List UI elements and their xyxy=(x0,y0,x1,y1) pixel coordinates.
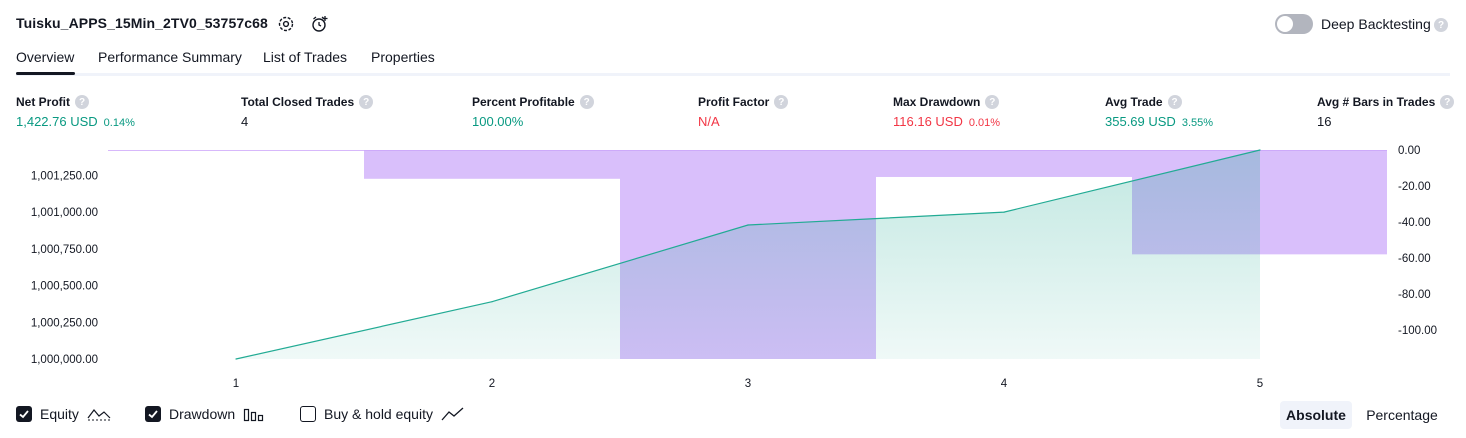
profit-factor-value: N/A xyxy=(698,114,720,129)
drawdown-legend-label: Drawdown xyxy=(169,406,236,422)
avg-trade-value: 355.69 USD xyxy=(1105,114,1176,129)
equity-drawdown-chart[interactable]: 1,000,000.00 1,000,250.00 1,000,500.00 1,00… xyxy=(0,140,1466,396)
equity-checkbox[interactable] xyxy=(16,406,32,422)
percent-profitable-info-icon[interactable]: ? xyxy=(579,95,594,109)
metric-percent-profitable: Percent Profitable? 100.00% xyxy=(472,94,594,129)
deep-backtesting-help-icon[interactable]: ? xyxy=(1434,18,1448,32)
absolute-button[interactable]: Absolute xyxy=(1280,401,1352,429)
equity-axis-tick: 1,000,500.00 xyxy=(31,281,98,293)
drawdown-axis-tick: -80.00 xyxy=(1398,289,1431,301)
avg-trade-percent: 3.55% xyxy=(1181,117,1214,129)
total-closed-trades-info-icon[interactable]: ? xyxy=(359,95,374,109)
tab-overview[interactable]: Overview xyxy=(16,49,75,65)
total-closed-trades-label: Total Closed Trades xyxy=(241,95,355,109)
drawdown-checkbox[interactable] xyxy=(145,406,161,422)
profit-factor-info-icon[interactable]: ? xyxy=(774,95,789,109)
equity-point-4 xyxy=(1003,211,1005,213)
equity-axis-tick: 1,000,250.00 xyxy=(31,317,98,329)
equity-axis-tick: 1,001,250.00 xyxy=(31,170,98,182)
equity-point-2 xyxy=(491,301,493,303)
avg-bars-info-icon[interactable]: ? xyxy=(1440,95,1455,109)
legend-drawdown[interactable]: Drawdown xyxy=(145,404,265,424)
deep-backtesting-toggle[interactable] xyxy=(1275,14,1313,34)
drawdown-axis-tick: -60.00 xyxy=(1398,253,1431,265)
metric-avg-trade: Avg Trade? 355.69 USD 3.55% xyxy=(1105,94,1213,129)
drawdown-axis-tick: -100.00 xyxy=(1398,325,1437,337)
metric-max-drawdown: Max Drawdown? 116.16 USD 0.01% xyxy=(893,94,1000,129)
max-drawdown-label: Max Drawdown xyxy=(893,95,981,109)
tab-list-of-trades[interactable]: List of Trades xyxy=(263,49,348,65)
net-profit-percent: 0.14% xyxy=(103,117,135,129)
total-closed-trades-value: 4 xyxy=(241,114,249,129)
avg-bars-value: 16 xyxy=(1317,114,1332,129)
equity-point-3 xyxy=(747,224,749,226)
drawdown-axis-tick: 0.00 xyxy=(1398,145,1420,157)
equity-axis-tick: 1,000,000.00 xyxy=(31,354,98,366)
x-axis-tick: 5 xyxy=(1257,378,1263,390)
avg-trade-label: Avg Trade xyxy=(1105,95,1163,109)
buy-hold-legend-label: Buy & hold equity xyxy=(324,406,433,422)
deep-backtesting-label: Deep Backtesting xyxy=(1321,16,1431,32)
equity-point-5 xyxy=(1259,149,1261,151)
drawdown-axis-tick: -40.00 xyxy=(1398,217,1431,229)
avg-trade-info-icon[interactable]: ? xyxy=(1167,95,1182,109)
x-axis-tick: 2 xyxy=(489,378,495,390)
legend-buy-hold[interactable]: Buy & hold equity xyxy=(300,404,465,424)
x-axis-tick: 4 xyxy=(1001,378,1008,390)
net-profit-label: Net Profit xyxy=(16,95,70,109)
equity-line-icon xyxy=(87,409,111,421)
x-axis-tick: 1 xyxy=(233,378,239,390)
tab-performance-summary[interactable]: Performance Summary xyxy=(98,49,242,65)
drawdown-axis-tick: -20.00 xyxy=(1398,181,1431,193)
drawdown-bar-4[interactable] xyxy=(876,150,1132,177)
net-profit-info-icon[interactable]: ? xyxy=(75,95,89,109)
buy-hold-checkbox[interactable] xyxy=(300,406,316,422)
add-alert-clock-icon[interactable] xyxy=(309,13,331,35)
percent-profitable-label: Percent Profitable xyxy=(472,95,575,109)
settings-gear-icon[interactable] xyxy=(275,13,297,35)
metric-avg-bars-in-trades: Avg # Bars in Trades? 16 xyxy=(1317,94,1455,129)
toggle-knob xyxy=(1277,16,1293,32)
metric-net-profit: Net Profit? 1,422.76 USD 0.14% xyxy=(16,94,135,129)
max-drawdown-info-icon[interactable]: ? xyxy=(985,95,1000,109)
percent-profitable-value: 100.00% xyxy=(472,114,524,129)
drawdown-bar-2[interactable] xyxy=(364,150,620,179)
legend-equity[interactable]: Equity xyxy=(16,404,111,424)
equity-area xyxy=(236,150,1260,359)
avg-bars-label: Avg # Bars in Trades xyxy=(1317,95,1436,109)
strategy-title: Tuisku_APPS_15Min_2TV0_53757c68 xyxy=(16,15,268,31)
equity-legend-label: Equity xyxy=(40,406,79,422)
drawdown-bars-icon xyxy=(244,408,264,422)
equity-point-1 xyxy=(235,358,237,360)
equity-axis-tick: 1,000,750.00 xyxy=(31,244,98,256)
net-profit-value: 1,422.76 USD xyxy=(16,114,98,129)
active-tab-indicator xyxy=(16,72,75,75)
tab-properties[interactable]: Properties xyxy=(371,49,435,65)
percentage-button[interactable]: Percentage xyxy=(1366,407,1438,423)
profit-factor-label: Profit Factor xyxy=(698,95,770,109)
buy-hold-line-icon xyxy=(441,407,464,421)
max-drawdown-value: 116.16 USD xyxy=(893,114,963,129)
max-drawdown-percent: 0.01% xyxy=(968,117,1001,129)
tabs-divider xyxy=(16,73,1450,76)
metric-total-closed-trades: Total Closed Trades? 4 xyxy=(241,94,374,129)
metric-profit-factor: Profit Factor? N/A xyxy=(698,94,789,129)
equity-axis-tick: 1,001,000.00 xyxy=(31,207,98,219)
x-axis-tick: 3 xyxy=(745,378,751,390)
